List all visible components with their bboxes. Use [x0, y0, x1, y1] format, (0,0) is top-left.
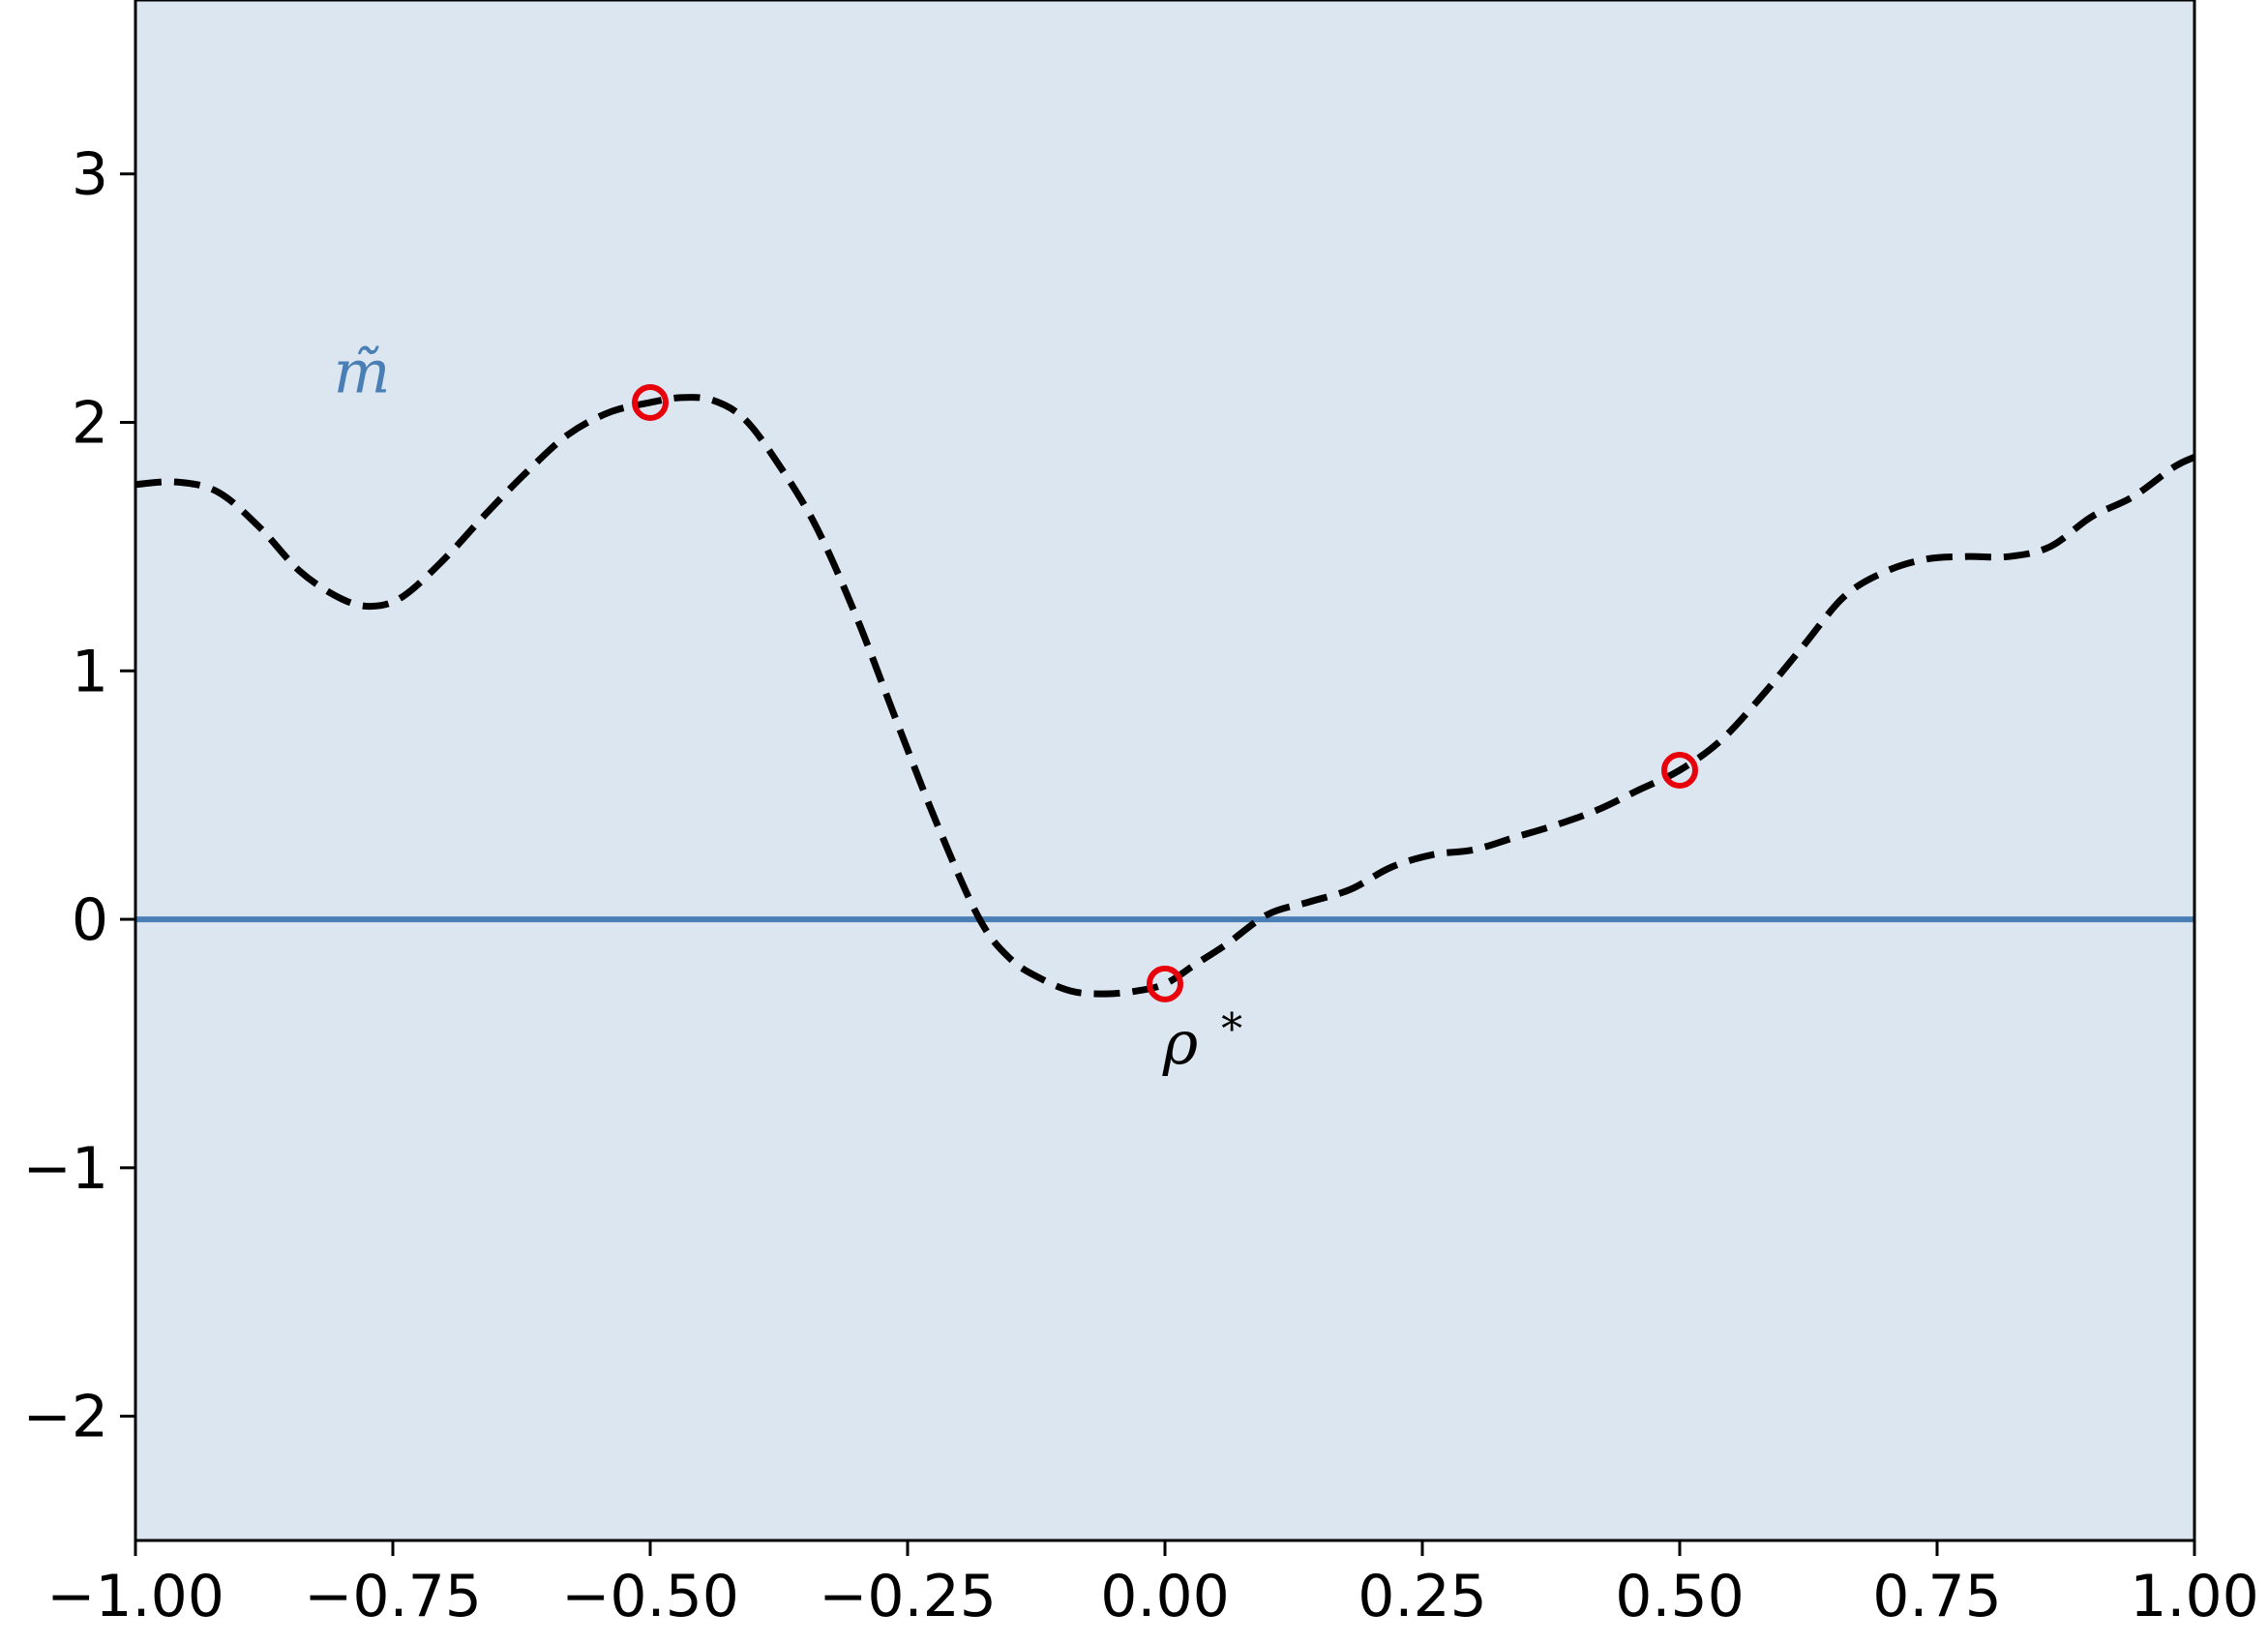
x-axis: −1.00 −0.75 −0.50 −0.25 0.00 0.25 0.50 0.75 1.00	[46, 1540, 2259, 1630]
y-tick-label: 2	[72, 390, 108, 458]
y-axis: −2 −1 0 1 2 3	[23, 141, 135, 1451]
x-tick-label: 0.25	[1358, 1563, 1487, 1630]
x-tick-label: 0.75	[1872, 1563, 2002, 1630]
y-tick-label: −2	[23, 1384, 108, 1451]
annotation-label: ρ	[1162, 1007, 1198, 1078]
x-tick-label: −0.50	[561, 1563, 739, 1630]
series-layer	[135, 394, 2194, 998]
data-marker	[632, 383, 669, 421]
x-tick-label: −0.75	[304, 1563, 482, 1630]
y-tick-label: 1	[72, 638, 108, 705]
x-tick-label: −1.00	[46, 1563, 224, 1630]
x-tick-label: 0.50	[1615, 1563, 1745, 1630]
y-tick-label: 3	[72, 141, 108, 209]
x-tick-label: 0.00	[1100, 1563, 1230, 1630]
x-tick-label: 1.00	[2130, 1563, 2259, 1630]
y-tick-label: −1	[23, 1135, 108, 1203]
data-marker	[1147, 965, 1183, 1002]
x-tick-label: −0.25	[819, 1563, 997, 1630]
marker-layer	[632, 383, 1698, 1002]
annotation-layer: m̃ ρ *	[334, 337, 1242, 1078]
annotation-label: m̃	[334, 337, 391, 407]
plot-area	[135, 0, 2194, 1540]
dashed-curve-series	[135, 394, 2194, 998]
data-marker	[1661, 752, 1698, 789]
annotation-star: *	[1221, 1004, 1242, 1054]
y-tick-label: 0	[72, 886, 108, 954]
